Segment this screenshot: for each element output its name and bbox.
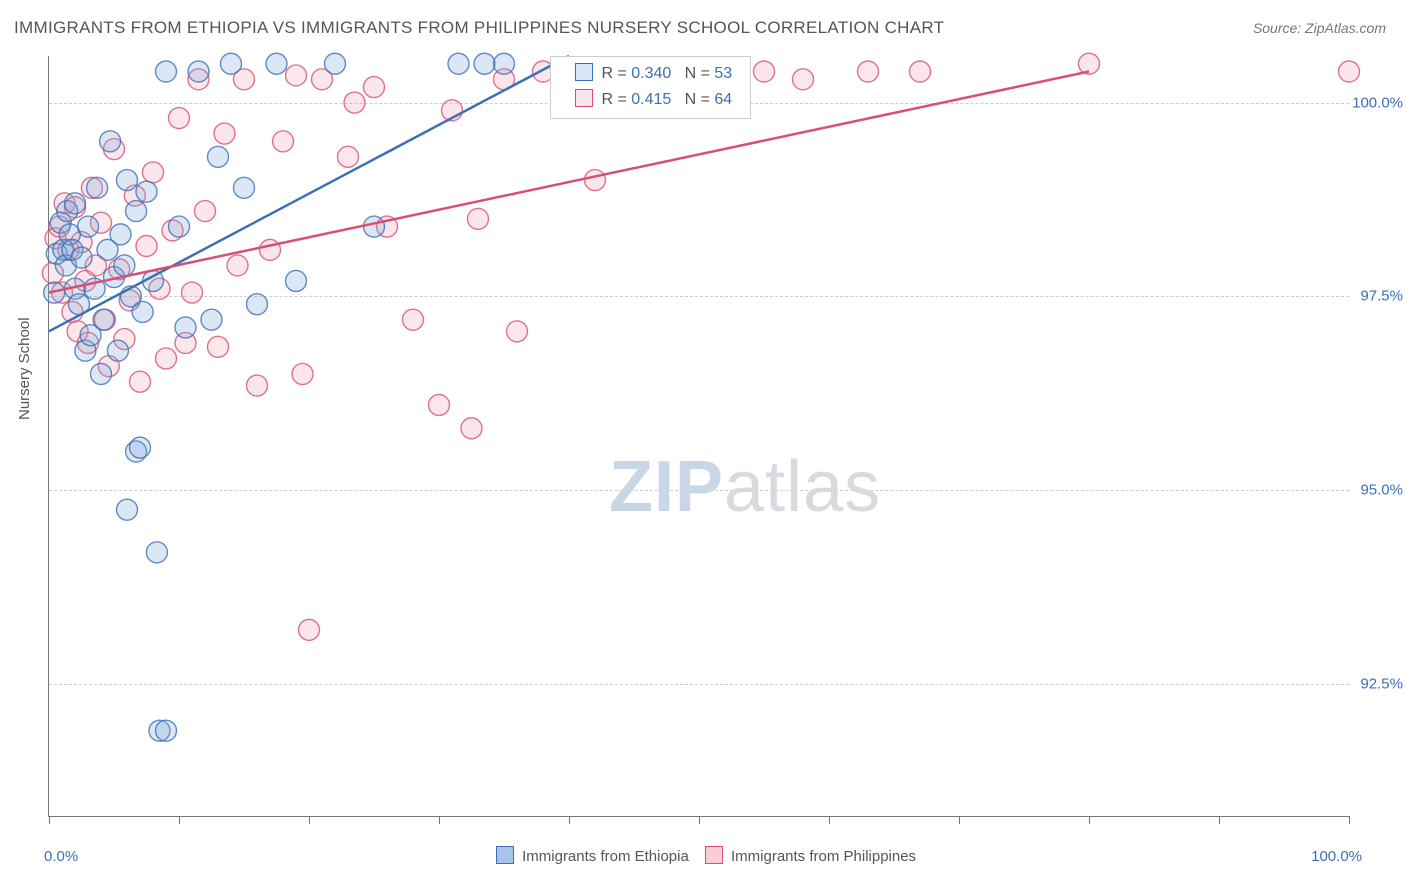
data-point [468,208,489,229]
data-point [858,61,879,82]
data-point [494,53,515,74]
data-point [461,418,482,439]
x-tick [309,816,310,824]
x-axis-area: 0.0% 100.0% Immigrants from Ethiopia Imm… [48,840,1348,870]
data-point [136,236,157,257]
x-tick [829,816,830,824]
data-point [1079,53,1100,74]
data-point [156,348,177,369]
data-point [195,201,216,222]
legend-row: R = 0.415 N = 64 [559,87,732,113]
data-point [429,394,450,415]
data-point [114,255,135,276]
data-point [286,270,307,291]
data-point [143,162,164,183]
x-series-legend: Immigrants from Ethiopia Immigrants from… [48,846,1348,865]
data-point [182,282,203,303]
data-point [273,131,294,152]
y-tick-label: 92.5% [1360,676,1403,693]
data-point [93,309,114,330]
chart-svg [49,56,1349,816]
data-point [201,309,222,330]
data-point [87,177,108,198]
data-point [130,437,151,458]
plot-area: ZIPatlas 92.5%95.0%97.5%100.0% [48,56,1349,817]
data-point [403,309,424,330]
data-point [585,170,606,191]
x-tick [1349,816,1350,824]
data-point [338,146,359,167]
x-tick [959,816,960,824]
data-point [188,61,209,82]
chart-title: IMMIGRANTS FROM ETHIOPIA VS IMMIGRANTS F… [14,18,944,38]
data-point [169,108,190,129]
y-axis-label: Nursery School [16,317,33,420]
data-point [78,216,99,237]
data-point [247,294,268,315]
x-tick [439,816,440,824]
legend-row: R = 0.340 N = 53 [559,61,732,87]
x-tick [1219,816,1220,824]
data-point [169,216,190,237]
data-point [754,61,775,82]
data-point [107,340,128,361]
data-point [260,239,281,260]
x-tick [49,816,50,824]
legend-label: Immigrants from Philippines [727,848,916,865]
data-point [71,247,92,268]
x-tick [569,816,570,824]
legend-swatch [705,846,723,864]
data-point [364,77,385,98]
data-point [100,131,121,152]
data-point [110,224,131,245]
data-point [65,193,86,214]
x-tick [699,816,700,824]
data-point [286,65,307,86]
data-point [132,301,153,322]
data-point [130,371,151,392]
data-point [117,499,138,520]
data-point [91,363,112,384]
data-point [208,146,229,167]
data-point [910,61,931,82]
data-point [448,53,469,74]
data-point [247,375,268,396]
y-tick-label: 97.5% [1360,288,1403,305]
legend-swatch [496,846,514,864]
data-point [156,720,177,741]
correlation-legend: R = 0.340 N = 53 R = 0.415 N = 64 [550,56,751,119]
source-label: Source: ZipAtlas.com [1253,20,1386,36]
data-point [156,61,177,82]
legend-swatch [575,89,593,107]
data-point [344,92,365,113]
legend-swatch [575,63,593,81]
data-point [1339,61,1360,82]
legend-label: Immigrants from Ethiopia [518,848,689,865]
data-point [208,336,229,357]
data-point [325,53,346,74]
y-tick-label: 100.0% [1352,94,1403,111]
data-point [214,123,235,144]
x-tick [179,816,180,824]
data-point [126,201,147,222]
data-point [175,317,196,338]
data-point [234,177,255,198]
data-point [507,321,528,342]
data-point [221,53,242,74]
data-point [292,363,313,384]
data-point [117,170,138,191]
y-tick-label: 95.0% [1360,482,1403,499]
data-point [136,181,157,202]
data-point [299,619,320,640]
data-point [266,53,287,74]
data-point [474,53,495,74]
data-point [793,69,814,90]
data-point [364,216,385,237]
data-point [227,255,248,276]
x-tick [1089,816,1090,824]
data-point [146,542,167,563]
